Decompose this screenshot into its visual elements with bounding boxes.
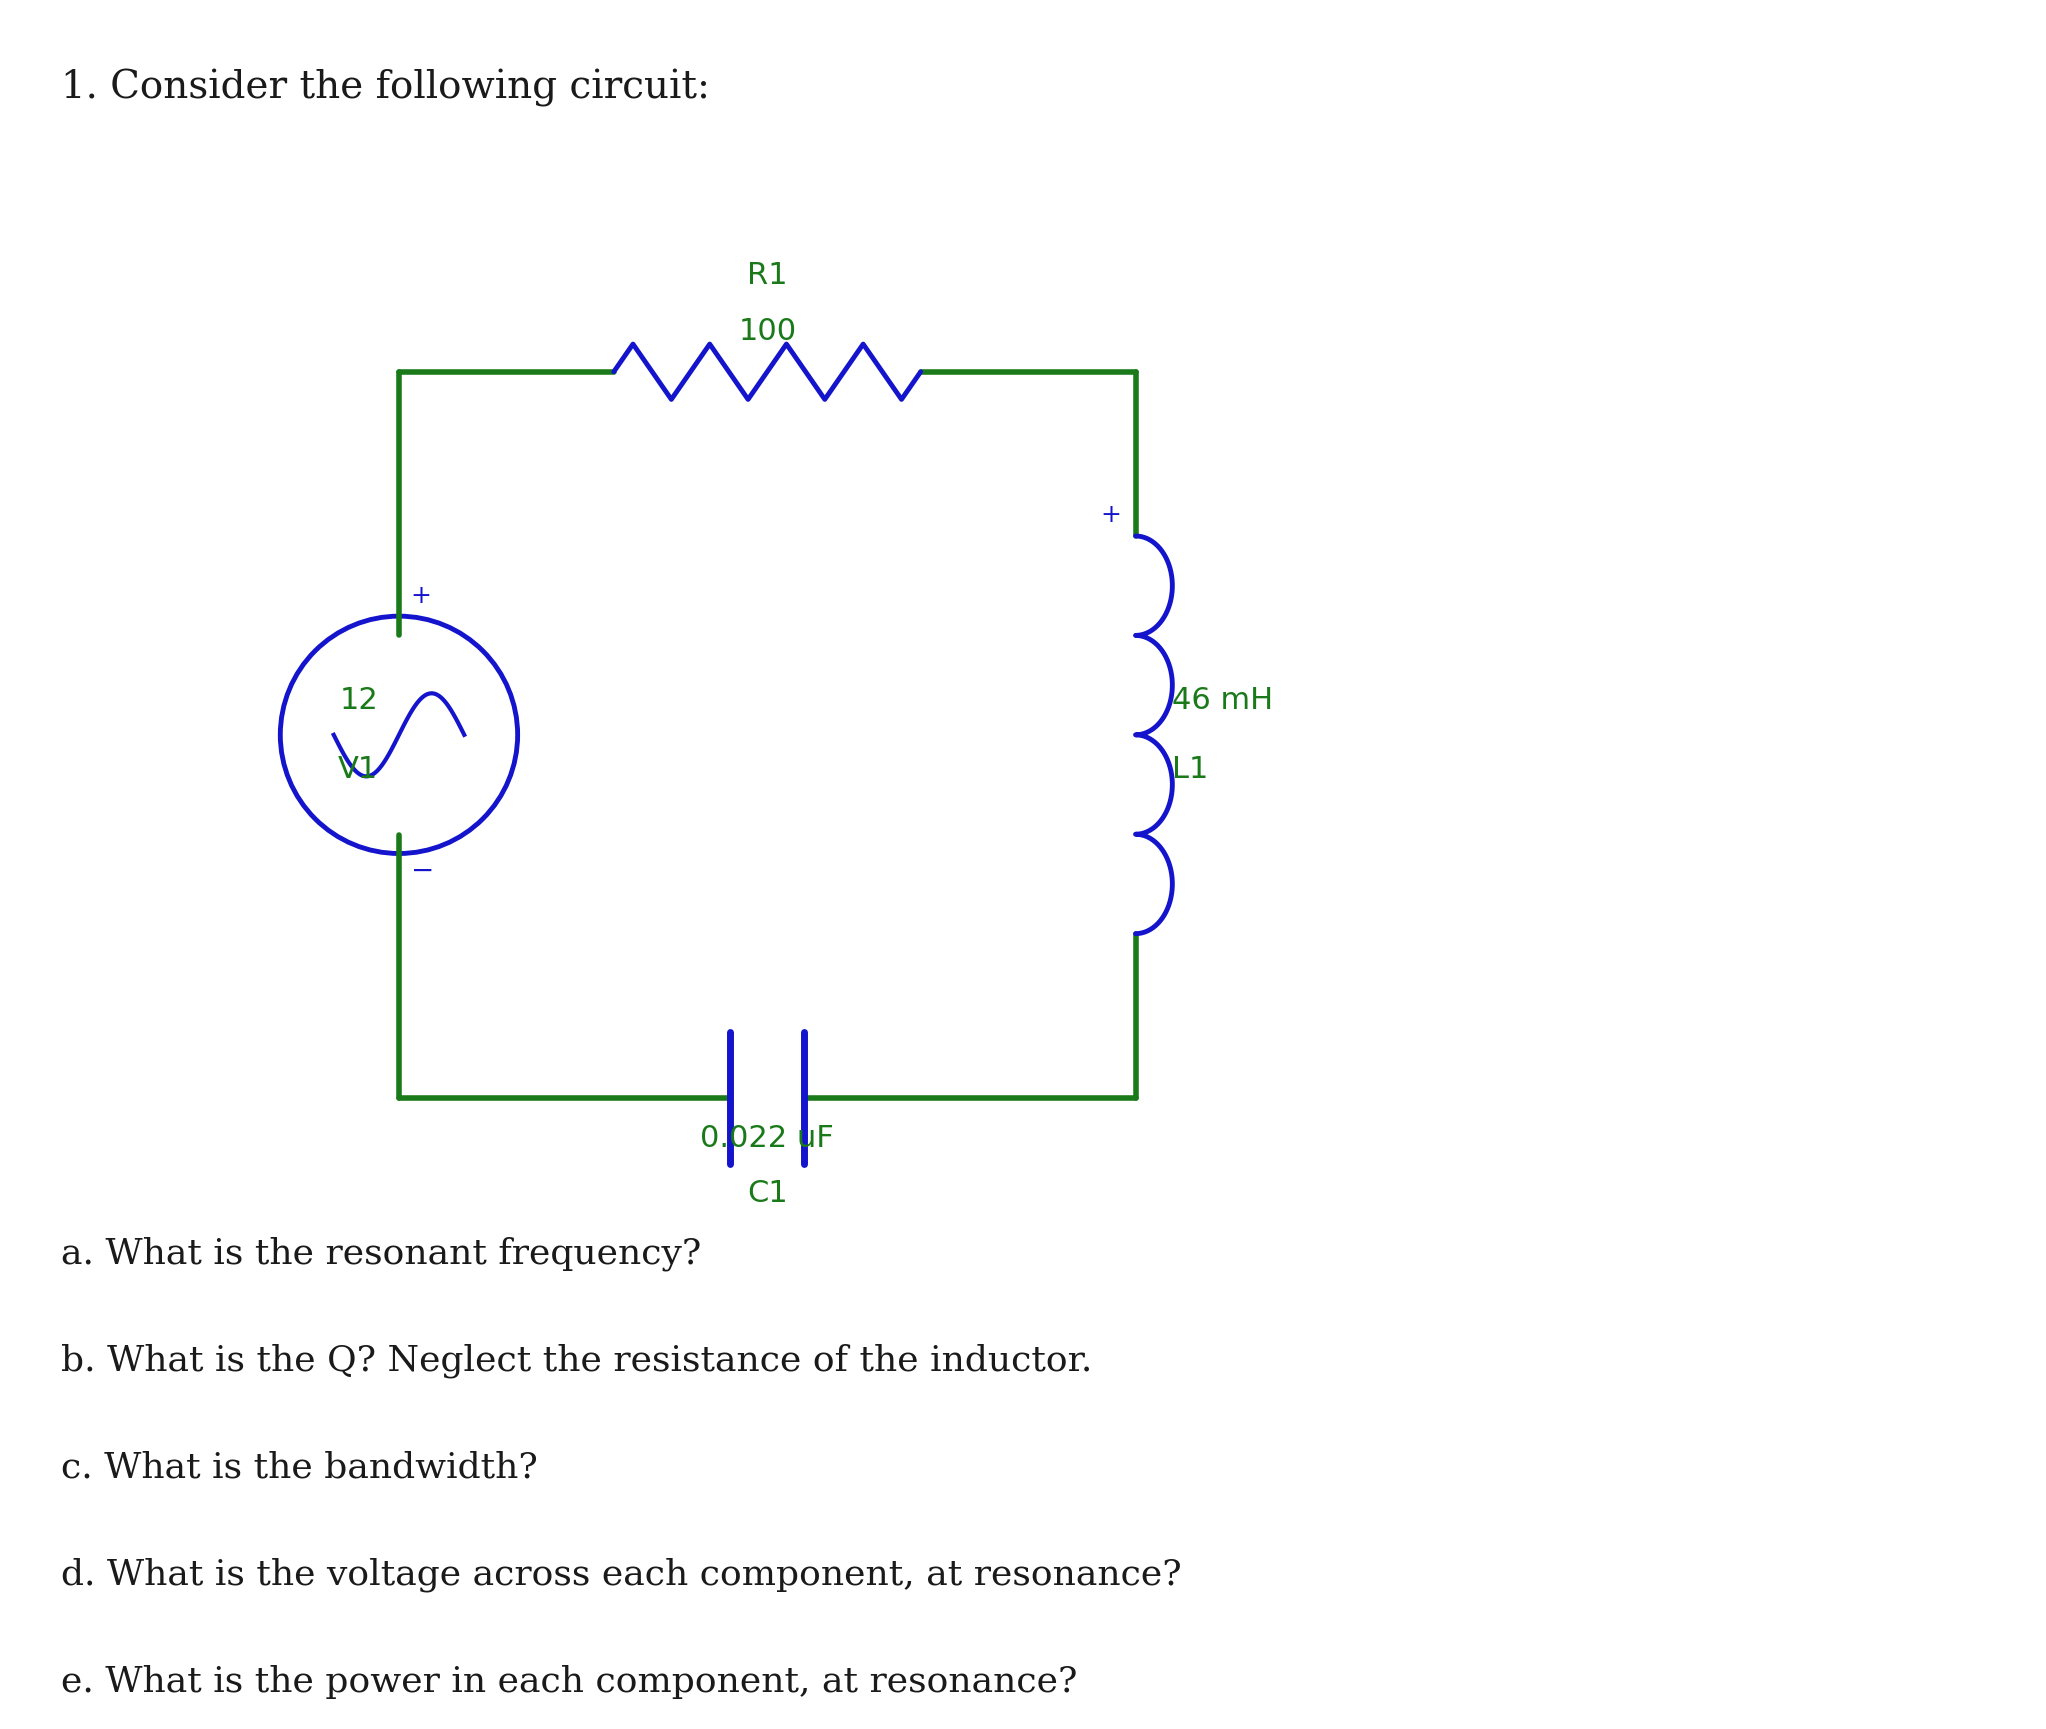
Text: a. What is the resonant frequency?: a. What is the resonant frequency?: [61, 1236, 702, 1271]
Text: +: +: [1101, 503, 1121, 527]
Text: 46 mH: 46 mH: [1172, 686, 1273, 714]
Text: V1: V1: [338, 756, 379, 783]
Text: L1: L1: [1172, 756, 1209, 783]
Text: +: +: [411, 583, 432, 607]
Text: −: −: [411, 858, 434, 885]
Text: 0.022 uF: 0.022 uF: [700, 1124, 835, 1153]
Text: d. What is the voltage across each component, at resonance?: d. What is the voltage across each compo…: [61, 1558, 1183, 1592]
Text: 12: 12: [340, 686, 379, 714]
Text: b. What is the Q? Neglect the resistance of the inductor.: b. What is the Q? Neglect the resistance…: [61, 1343, 1093, 1378]
Text: R1: R1: [747, 261, 788, 290]
Text: C1: C1: [747, 1179, 788, 1209]
Text: 1. Consider the following circuit:: 1. Consider the following circuit:: [61, 69, 710, 107]
Text: 100: 100: [739, 316, 796, 346]
Text: c. What is the bandwidth?: c. What is the bandwidth?: [61, 1451, 538, 1485]
Text: e. What is the power in each component, at resonance?: e. What is the power in each component, …: [61, 1665, 1078, 1700]
